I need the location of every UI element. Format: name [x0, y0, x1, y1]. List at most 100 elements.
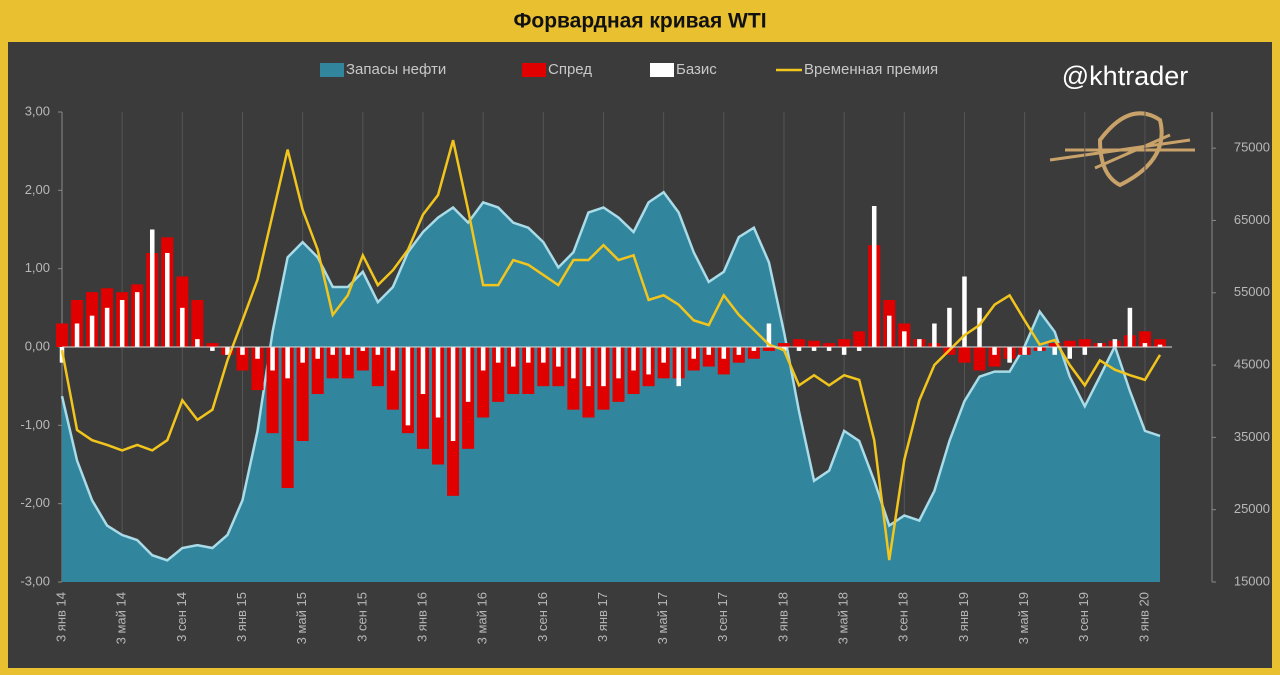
- x-tick-label: 3 янв 14: [53, 592, 68, 642]
- legend-label: Спред: [548, 61, 592, 78]
- bar: [119, 300, 125, 347]
- bar: [495, 347, 501, 363]
- bar: [255, 347, 260, 359]
- bar: [932, 323, 937, 347]
- x-tick-label: 3 май 17: [655, 592, 670, 644]
- bar: [285, 347, 290, 379]
- x-tick-label: 3 янв 15: [234, 592, 249, 642]
- x-tick-label: 3 янв 19: [956, 592, 971, 642]
- bar: [104, 307, 110, 347]
- logo: [1049, 111, 1195, 188]
- bar: [281, 347, 294, 488]
- bar: [149, 229, 155, 347]
- x-tick-label: 3 сен 17: [715, 592, 730, 642]
- bar: [691, 347, 696, 359]
- bar: [962, 276, 967, 347]
- bar: [706, 347, 712, 355]
- bar: [522, 347, 535, 394]
- legend-label: Базис: [676, 61, 717, 78]
- bar: [902, 331, 907, 347]
- y-tick-label: 1,00: [25, 260, 50, 275]
- bar: [676, 347, 681, 387]
- bar: [390, 347, 396, 371]
- bar: [721, 347, 727, 359]
- bar: [601, 347, 606, 387]
- bar: [747, 347, 760, 359]
- bar: [386, 347, 399, 410]
- bar: [191, 300, 204, 347]
- bar: [777, 343, 790, 347]
- x-tick-label: 3 май 14: [114, 592, 129, 644]
- bar: [225, 347, 230, 355]
- y2-tick-label: 55000: [1234, 284, 1270, 299]
- bar: [510, 347, 516, 367]
- bar: [762, 347, 775, 351]
- bar: [526, 347, 531, 363]
- bar: [1067, 347, 1073, 359]
- area: [62, 192, 1160, 582]
- bar: [1007, 347, 1012, 363]
- legend-label: Временная премия: [804, 61, 938, 78]
- x-tick-label: 3 май 16: [475, 592, 490, 644]
- bar: [492, 347, 505, 402]
- bar: [537, 347, 550, 387]
- bar: [375, 347, 381, 355]
- bar: [341, 347, 354, 379]
- bar: [236, 347, 249, 371]
- bar: [465, 347, 471, 402]
- bar: [958, 347, 971, 363]
- bar: [296, 347, 309, 441]
- bar: [89, 315, 95, 347]
- bar: [717, 347, 730, 375]
- bar: [541, 347, 546, 363]
- bar: [326, 347, 339, 379]
- bar: [206, 343, 219, 347]
- bar: [1097, 343, 1103, 347]
- legend-swatch: [320, 63, 344, 77]
- x-tick-label: 3 сен 15: [354, 592, 369, 642]
- bar: [947, 307, 952, 347]
- bar: [477, 347, 490, 418]
- bar: [702, 347, 715, 367]
- bar: [988, 347, 1001, 367]
- bar: [811, 347, 817, 351]
- bar: [1022, 347, 1027, 355]
- bar: [1048, 343, 1061, 347]
- bar: [556, 347, 561, 367]
- bar: [826, 347, 832, 351]
- bar: [195, 339, 200, 347]
- y2-tick-label: 45000: [1234, 357, 1270, 372]
- bar: [416, 347, 430, 449]
- bar: [270, 347, 275, 371]
- bar: [657, 347, 670, 379]
- bar: [450, 347, 456, 441]
- bar: [165, 253, 170, 347]
- bar: [571, 347, 576, 379]
- y-tick-label: 3,00: [25, 103, 50, 118]
- bar: [646, 347, 651, 375]
- x-tick-label: 3 май 18: [836, 592, 851, 644]
- y2-tick-label: 25000: [1234, 501, 1270, 516]
- bar: [992, 347, 997, 355]
- bar: [180, 307, 185, 347]
- bar: [631, 347, 636, 371]
- bar: [841, 347, 847, 355]
- bar: [1127, 307, 1133, 347]
- bar: [1082, 347, 1088, 355]
- bar: [330, 347, 335, 355]
- bar: [977, 307, 982, 347]
- bar: [1037, 347, 1042, 351]
- bar: [345, 347, 351, 355]
- watermark: @khtrader: [1062, 61, 1188, 91]
- bar: [371, 347, 384, 387]
- legend-swatch: [650, 63, 674, 77]
- x-tick-label: 3 янв 18: [775, 592, 790, 642]
- bar: [405, 347, 411, 426]
- x-tick-label: 3 сен 14: [174, 592, 189, 642]
- line: [60, 139, 1162, 561]
- x-tick-label: 3 янв 16: [414, 592, 429, 642]
- bar: [838, 339, 851, 347]
- y-tick-label: -2,00: [20, 495, 50, 510]
- y-tick-label: -1,00: [20, 417, 50, 432]
- y-tick-label: 0,00: [25, 338, 50, 353]
